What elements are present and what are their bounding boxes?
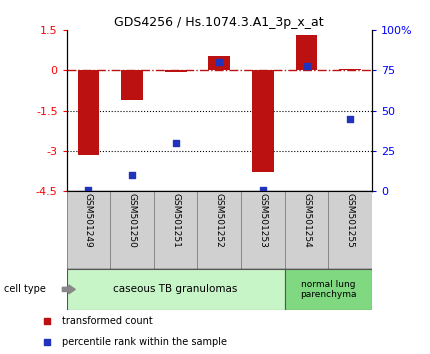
- Bar: [339, 69, 361, 70]
- Bar: [67, 191, 110, 269]
- Text: cell type: cell type: [4, 284, 46, 295]
- Point: [85, 187, 92, 192]
- Bar: [165, 70, 187, 72]
- Bar: [209, 56, 230, 70]
- Point: [43, 318, 50, 324]
- Text: percentile rank within the sample: percentile rank within the sample: [62, 337, 227, 347]
- Bar: [252, 70, 274, 172]
- Point: [259, 187, 266, 192]
- Bar: [67, 269, 285, 310]
- Text: GSM501250: GSM501250: [128, 194, 137, 249]
- Text: GSM501255: GSM501255: [346, 194, 355, 249]
- Bar: [329, 191, 372, 269]
- Point: [172, 140, 179, 146]
- Title: GDS4256 / Hs.1074.3.A1_3p_x_at: GDS4256 / Hs.1074.3.A1_3p_x_at: [114, 16, 324, 29]
- Bar: [110, 191, 154, 269]
- Text: GSM501252: GSM501252: [215, 194, 224, 248]
- Text: caseous TB granulomas: caseous TB granulomas: [114, 284, 238, 295]
- Point: [347, 116, 353, 121]
- Bar: [241, 191, 285, 269]
- Bar: [121, 70, 143, 100]
- Text: GSM501254: GSM501254: [302, 194, 311, 248]
- Text: normal lung
parenchyma: normal lung parenchyma: [300, 280, 356, 299]
- Bar: [296, 35, 317, 70]
- Bar: [154, 191, 197, 269]
- Point: [43, 339, 50, 344]
- Point: [216, 59, 223, 65]
- Point: [303, 63, 310, 68]
- Bar: [285, 269, 372, 310]
- Text: GSM501249: GSM501249: [84, 194, 93, 248]
- Bar: [77, 70, 99, 155]
- Text: GSM501253: GSM501253: [258, 194, 267, 249]
- Text: transformed count: transformed count: [62, 316, 153, 326]
- Bar: [285, 191, 329, 269]
- Bar: [197, 191, 241, 269]
- Text: GSM501251: GSM501251: [171, 194, 180, 249]
- Point: [129, 172, 135, 178]
